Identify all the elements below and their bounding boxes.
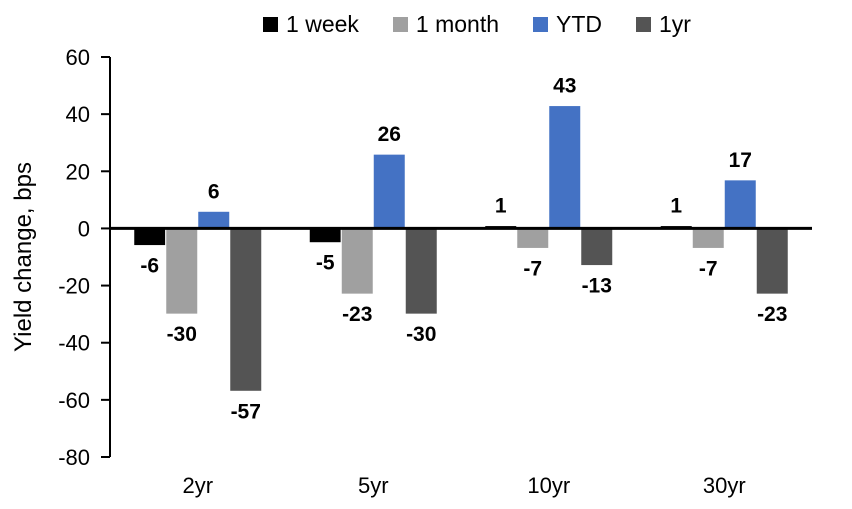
- data-label-5yr-1-week: -5: [316, 252, 335, 275]
- legend-swatch-icon: [392, 16, 408, 32]
- bar-30yr-1-month: [691, 227, 725, 249]
- y-tick-label: 40: [66, 102, 90, 127]
- bar-2yr-1-week: [133, 227, 167, 247]
- y-tick-label: -40: [58, 331, 90, 356]
- x-category-label-10yr: 10yr: [527, 473, 570, 498]
- bar-5yr-1yr: [404, 227, 438, 315]
- bar-5yr-1-month: [340, 227, 374, 295]
- y-tick-label: 0: [78, 216, 90, 241]
- data-label-10yr-1-month: -7: [523, 257, 542, 280]
- data-label-2yr-1yr: -57: [231, 400, 261, 423]
- data-label-2yr-ytd: 6: [208, 180, 220, 203]
- x-category-label-5yr: 5yr: [358, 473, 389, 498]
- y-tick-label: -20: [58, 274, 90, 299]
- data-label-30yr-1-week: 1: [670, 195, 682, 218]
- data-label-10yr-1-week: 1: [495, 195, 507, 218]
- y-tick-label: -80: [58, 445, 90, 470]
- legend-swatch-icon: [263, 16, 279, 32]
- legend-label: 1 month: [415, 10, 500, 37]
- legend-item-1yr: 1yr: [636, 11, 691, 38]
- legend: 1 week 1 month YTD 1yr: [110, 8, 844, 40]
- x-category-label-30yr: 30yr: [703, 473, 746, 498]
- data-label-2yr-1-week: -6: [140, 255, 159, 278]
- bar-2yr-1yr: [229, 227, 263, 392]
- y-tick-label: 20: [66, 159, 90, 184]
- x-category-label-2yr: 2yr: [182, 473, 213, 498]
- legend-item-1-month: 1 month: [392, 10, 500, 38]
- data-label-30yr-ytd: 17: [729, 149, 752, 172]
- legend-label: YTD: [556, 10, 603, 37]
- legend-item-1-week: 1 week: [263, 11, 359, 38]
- bar-10yr-1yr: [580, 227, 614, 267]
- bar-30yr-1yr: [755, 227, 789, 295]
- data-label-30yr-1-month: -7: [699, 257, 718, 280]
- data-label-10yr-ytd: 43: [553, 75, 576, 98]
- y-tick-label: 60: [66, 45, 90, 70]
- legend-swatch-icon: [533, 16, 549, 32]
- legend-swatch-icon: [636, 16, 652, 32]
- bar-30yr-ytd: [723, 179, 757, 229]
- bar-10yr-ytd: [548, 105, 582, 229]
- bar-2yr-ytd: [197, 210, 231, 229]
- data-label-5yr-ytd: 26: [378, 123, 401, 146]
- legend-label: 1yr: [659, 10, 691, 37]
- data-label-2yr-1-month: -30: [167, 323, 197, 346]
- data-label-30yr-1yr: -23: [757, 303, 787, 326]
- legend-label: 1 week: [286, 10, 359, 37]
- bar-10yr-1-month: [516, 227, 550, 249]
- y-tick-label: -60: [58, 388, 90, 413]
- bar-5yr-1-week: [308, 227, 342, 244]
- data-label-5yr-1-month: -23: [342, 303, 372, 326]
- legend-item-ytd: YTD: [533, 11, 602, 38]
- data-label-5yr-1yr: -30: [406, 323, 436, 346]
- data-label-10yr-1yr: -13: [582, 275, 612, 298]
- bar-2yr-1-month: [165, 227, 199, 315]
- bar-5yr-ytd: [372, 153, 406, 229]
